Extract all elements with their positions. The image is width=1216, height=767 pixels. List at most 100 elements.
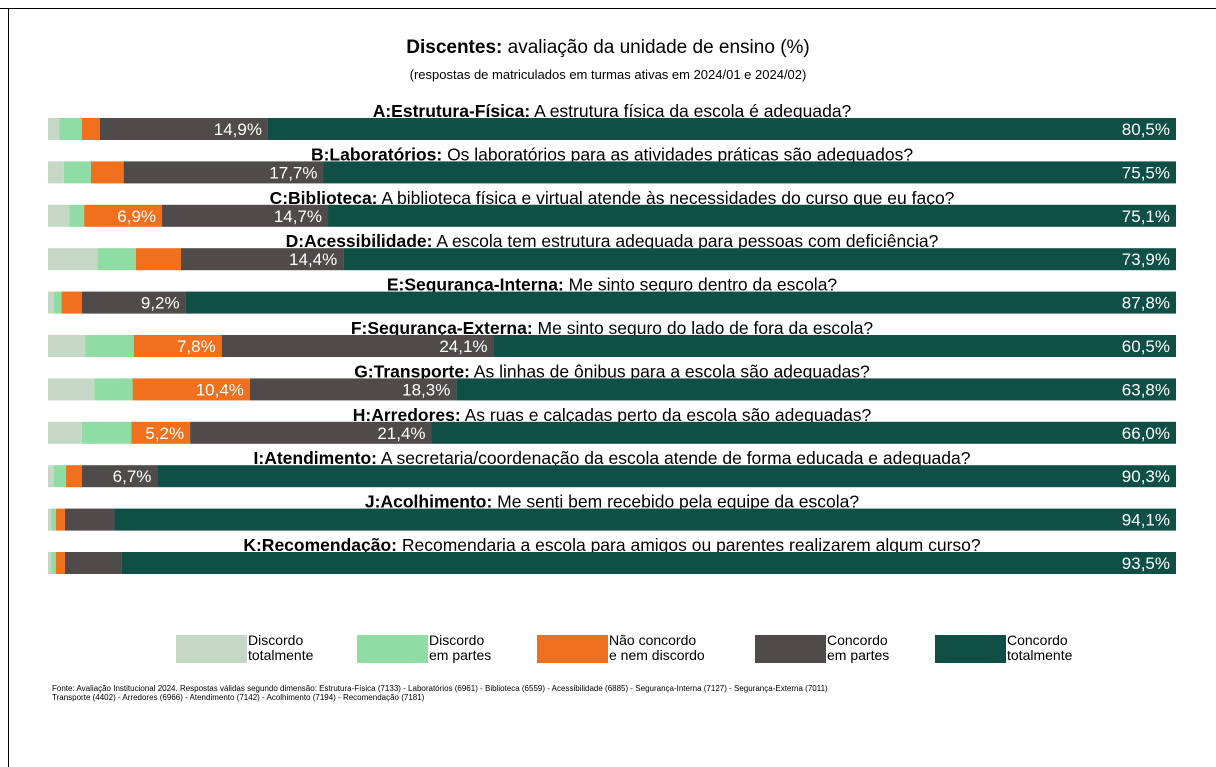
question-label: D:Acessibilidade: A escola tem estrutura… xyxy=(286,231,939,251)
bar-segment-discordo-em-partes xyxy=(81,421,132,444)
bar-segment-neutro xyxy=(131,421,191,444)
question-label-bold: G:Transporte: xyxy=(354,361,470,381)
bar-segment-concordo-totalmente xyxy=(157,465,1176,488)
bar-segment-discordo-totalmente xyxy=(48,248,98,271)
bar-segment-neutro xyxy=(90,161,124,184)
bar-segment-discordo-em-partes xyxy=(53,465,67,488)
bar-segment-discordo-totalmente xyxy=(48,161,64,184)
data-label: 87,8% xyxy=(1122,294,1170,313)
bar-segment-concordo-totalmente xyxy=(343,248,1177,271)
legend-swatch xyxy=(357,635,428,663)
legend-swatch xyxy=(935,635,1006,663)
bar-row: D:Acessibilidade: A escola tem estrutura… xyxy=(48,231,1177,271)
bar-segment-neutro xyxy=(133,335,222,357)
legend-item-discordo-totalmente: Discordo totalmente xyxy=(176,633,313,663)
frame-border-left xyxy=(8,8,9,767)
chart-title: Discentes: avaliação da unidade de ensin… xyxy=(0,37,1216,59)
data-label: 14,7% xyxy=(274,207,322,226)
data-label: 80,5% xyxy=(1122,120,1170,139)
data-label: 75,1% xyxy=(1122,207,1170,226)
data-label: 94,1% xyxy=(1122,511,1170,530)
bar-segment-concordo-em-partes xyxy=(249,378,457,401)
question-label-text: Os laboratórios para as atividades práti… xyxy=(442,144,913,164)
bar-segment-discordo-totalmente xyxy=(48,335,86,357)
data-label: 21,4% xyxy=(377,424,425,443)
data-label: 14,9% xyxy=(214,120,262,139)
question-label: C:Biblioteca: A biblioteca física e virt… xyxy=(270,188,955,208)
bar-row: B:Laboratórios: Os laboratórios para as … xyxy=(48,144,1176,184)
bar-segment-concordo-em-partes xyxy=(190,421,432,444)
data-label: 90,3% xyxy=(1122,467,1170,486)
question-label-text: A biblioteca física e virtual atende às … xyxy=(378,188,955,208)
bar-segment-concordo-totalmente xyxy=(114,508,1176,531)
legend-label: Não concordo e nem discordo xyxy=(609,632,705,663)
question-label: J:Acolhimento: Me senti bem recebido pel… xyxy=(365,492,859,512)
legend-swatch xyxy=(537,635,608,663)
bar-segment-concordo-totalmente xyxy=(493,335,1176,357)
chart-title-rest: avaliação da unidade de ensino (%) xyxy=(502,37,810,58)
data-label: 9,2% xyxy=(141,294,180,313)
bar-row: G:Transporte: As linhas de ônibus para a… xyxy=(48,361,1176,401)
question-label: H:Arredores: As ruas e calçadas perto da… xyxy=(353,405,872,425)
legend-label: Discordo em partes xyxy=(429,632,492,663)
legend-item-concordo-totalmente: Concordo totalmente xyxy=(935,633,1072,663)
bar-segment-discordo-totalmente xyxy=(48,421,82,444)
question-label: B:Laboratórios: Os laboratórios para as … xyxy=(311,144,913,164)
bar-row: E:Segurança-Interna: Me sinto seguro den… xyxy=(48,275,1177,314)
bar-segment-neutro xyxy=(84,204,163,227)
data-label: 75,5% xyxy=(1122,163,1170,182)
bar-segment-discordo-totalmente xyxy=(48,378,95,401)
data-label: 14,4% xyxy=(289,250,337,269)
question-label: E:Segurança-Interna: Me sinto seguro den… xyxy=(387,275,838,295)
bar-segment-discordo-totalmente xyxy=(48,552,52,574)
bar-segment-discordo-totalmente xyxy=(48,204,70,227)
data-label: 7,8% xyxy=(177,337,216,356)
question-label-text: As ruas e calçadas perto da escola são a… xyxy=(461,405,872,425)
question-label-bold: C:Biblioteca: xyxy=(270,188,378,208)
question-label-bold: K:Recomendação: xyxy=(243,535,397,555)
question-label: G:Transporte: As linhas de ônibus para a… xyxy=(354,361,870,381)
question-label-text: A secretaria/coordenação da escola atend… xyxy=(377,448,971,468)
question-label-text: Me sinto seguro dentro da escola? xyxy=(564,275,838,295)
question-label: F:Segurança-Externa: Me sinto seguro do … xyxy=(351,318,874,338)
bar-row: F:Segurança-Externa: Me sinto seguro do … xyxy=(48,318,1176,357)
bar-segment-neutro xyxy=(66,465,82,488)
legend-label: Discordo totalmente xyxy=(248,632,314,663)
bar-segment-discordo-totalmente xyxy=(48,118,60,140)
legend-item-discordo-em-partes: Discordo em partes xyxy=(357,633,491,663)
source-line-2: Transporte (4402) - Arredores (6966) - A… xyxy=(52,693,425,702)
bar-segment-concordo-totalmente xyxy=(267,118,1177,140)
bar-segment-discordo-em-partes xyxy=(94,378,133,401)
data-label: 63,8% xyxy=(1122,380,1170,399)
question-label-text: As linhas de ônibus para a escola são ad… xyxy=(470,361,870,381)
bar-segment-neutro xyxy=(135,248,181,271)
bar-segment-discordo-em-partes xyxy=(97,248,136,271)
bar-row: I:Atendimento: A secretaria/coordenação … xyxy=(48,448,1176,488)
data-label: 18,3% xyxy=(402,380,450,399)
question-label-bold: D:Acessibilidade: xyxy=(286,231,433,251)
bar-segment-neutro xyxy=(81,118,100,140)
legend: Discordo totalmente Discordo em partes Não… xyxy=(0,633,1216,667)
bar-segment-discordo-em-partes xyxy=(51,508,56,531)
bar-segment-discordo-em-partes xyxy=(53,291,62,314)
bar-segment-concordo-em-partes xyxy=(162,204,329,227)
data-label: 24,1% xyxy=(439,337,487,356)
bar-segment-concordo-em-partes xyxy=(123,161,324,184)
data-label: 93,5% xyxy=(1122,554,1170,573)
bar-segment-discordo-em-partes xyxy=(63,161,91,184)
bar-segment-concordo-em-partes xyxy=(81,465,158,488)
question-label-text: A estrutura física da escola é adequada? xyxy=(530,101,851,121)
bar-row: K:Recomendação: Recomendaria a escola pa… xyxy=(48,535,1177,574)
question-label-bold: I:Atendimento: xyxy=(254,448,377,468)
bar-row: A:Estrutura-Física: A estrutura física d… xyxy=(48,101,1177,140)
bar-segment-discordo-totalmente xyxy=(48,465,54,488)
bar-segment-concordo-totalmente xyxy=(323,161,1176,184)
question-label-bold: H:Arredores: xyxy=(353,405,461,425)
question-label: I:Atendimento: A secretaria/coordenação … xyxy=(254,448,971,468)
data-label: 17,7% xyxy=(269,163,317,182)
bar-segment-concordo-em-partes xyxy=(81,291,186,314)
bar-segment-discordo-em-partes xyxy=(51,552,56,574)
chart-title-bold: Discentes: xyxy=(406,37,503,58)
legend-swatch xyxy=(755,635,826,663)
bar-segment-concordo-totalmente xyxy=(456,378,1176,401)
